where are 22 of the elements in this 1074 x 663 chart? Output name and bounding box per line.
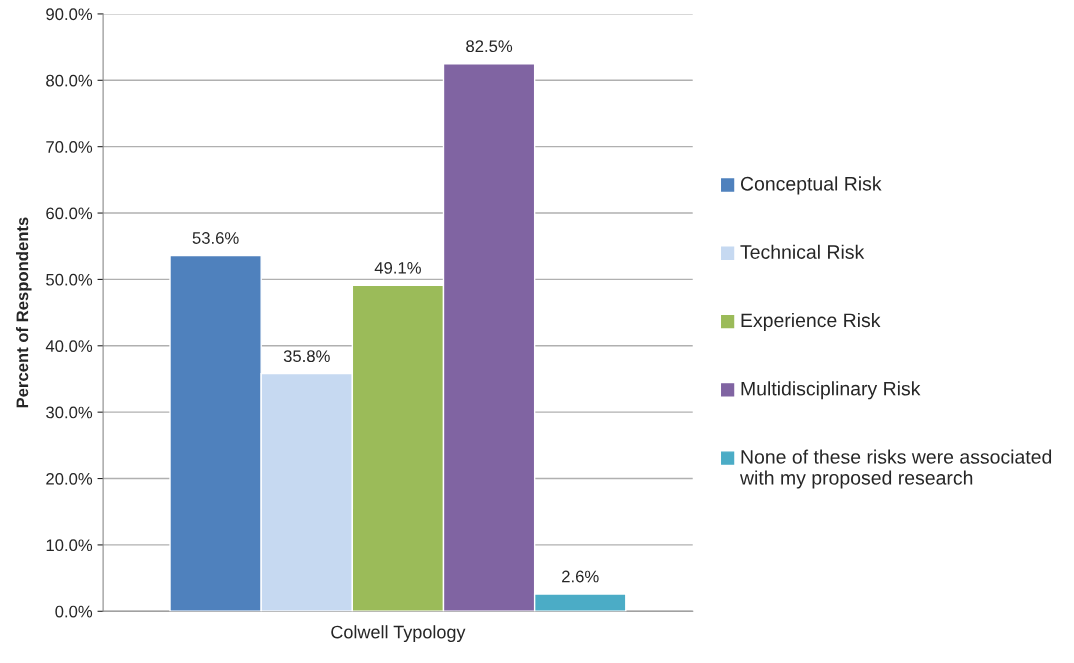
x-tick-label: Colwell Typology [331,625,466,643]
legend-label: Technical Risk [740,244,865,259]
y-tick-label: 90.0% [46,8,93,21]
legend-label: Conceptual Risk [740,176,882,195]
y-tick-label: 10.0% [46,539,93,552]
legend-label: Experience Risk [741,312,881,332]
y-axis-title: Percent of Respondents [16,217,32,408]
text: 82.5% [466,40,513,53]
y-tick-label: 60.0% [46,207,93,220]
text: 35.8% [283,350,330,363]
text: 49.1% [374,261,421,274]
legend-label: None of these risks were associated with my proposed research [739,449,1052,489]
y-tick-label: 30.0% [46,406,93,419]
y-tick-label: 0.0% [55,605,93,618]
y-tick-label: 40.0% [45,340,93,352]
text: 2.6% [562,570,599,583]
y-tick-label: 70.0% [46,141,93,153]
legend-label: Multidisciplinary Risk [741,381,921,400]
text: 53.6% [192,232,239,244]
y-tick-label: 50.0% [46,273,93,286]
y-tick-label: 20.0% [46,472,93,485]
y-tick-label: 80.0% [46,74,93,87]
